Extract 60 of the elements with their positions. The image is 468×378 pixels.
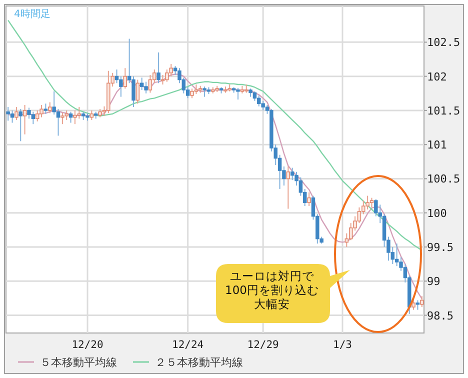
- candlestick: [123, 68, 127, 90]
- candlestick: [60, 112, 64, 125]
- y-tick-label: 100: [427, 206, 447, 220]
- candlestick: [290, 167, 294, 181]
- annotation: ユーロは対円で: [230, 269, 315, 283]
- candlestick: [148, 74, 152, 94]
- y-tick-label: 101.5: [427, 104, 460, 118]
- candlestick: [236, 87, 240, 100]
- candlestick: [56, 108, 60, 136]
- y-tick-label: 100.5: [427, 172, 460, 186]
- annotation: 100円を割り込む: [225, 283, 319, 297]
- candlestick: [286, 166, 290, 210]
- candlestick: [190, 88, 194, 99]
- x-tick-label: 12/20: [72, 339, 104, 351]
- candlestick: [348, 222, 353, 241]
- candlestick: [18, 108, 22, 142]
- legend-label: ５本移動平均線: [40, 356, 117, 369]
- candlestick: [144, 81, 148, 94]
- chart-title: 4時間足: [14, 8, 50, 20]
- candlestick: [31, 111, 36, 125]
- candlestick: [307, 192, 311, 207]
- x-tick-label: 12/29: [247, 339, 279, 351]
- candlestick: [370, 197, 374, 208]
- y-tick-label: 99: [427, 275, 440, 288]
- candlestick: [257, 94, 261, 107]
- candlestick: [366, 195, 370, 210]
- line-series: [7, 20, 423, 251]
- candlestick: [35, 110, 40, 122]
- candlestick: [10, 110, 14, 124]
- candlestick: [140, 77, 144, 90]
- x-tick-label: 12/24: [172, 339, 204, 351]
- candlestick: [73, 110, 77, 125]
- candlestick: [136, 79, 140, 104]
- candlestick: [77, 106, 82, 120]
- annotation: 大幅安: [254, 297, 290, 311]
- candlestick: [194, 84, 198, 95]
- candlestick: [252, 90, 257, 102]
- y-tick-label: 99.5: [427, 240, 454, 254]
- candlestick: [90, 110, 94, 121]
- candlestick: [22, 104, 27, 135]
- candlestick: [14, 106, 18, 121]
- candlestick: [6, 106, 10, 122]
- y-tick-label: 102.5: [427, 36, 460, 50]
- y-tick-label: 98.5: [427, 309, 454, 322]
- candlestick: [48, 102, 52, 114]
- candlestick: [202, 86, 206, 98]
- candlestick: [156, 52, 160, 84]
- candlestick: [416, 300, 420, 310]
- legend-label: ２５本移動平均線: [155, 356, 243, 369]
- candlestick: [68, 111, 73, 124]
- y-tick-label: 102: [427, 70, 447, 84]
- candlestick: [44, 103, 48, 114]
- y-tick-label: 101: [427, 138, 447, 152]
- candlestick: [114, 68, 119, 84]
- candlestick: [420, 296, 424, 308]
- candlestick: [64, 110, 68, 121]
- x-tick-label: 1/3: [333, 339, 352, 351]
- candlestick: [52, 90, 56, 116]
- candlestick: [40, 104, 44, 118]
- candlestick: [394, 243, 399, 267]
